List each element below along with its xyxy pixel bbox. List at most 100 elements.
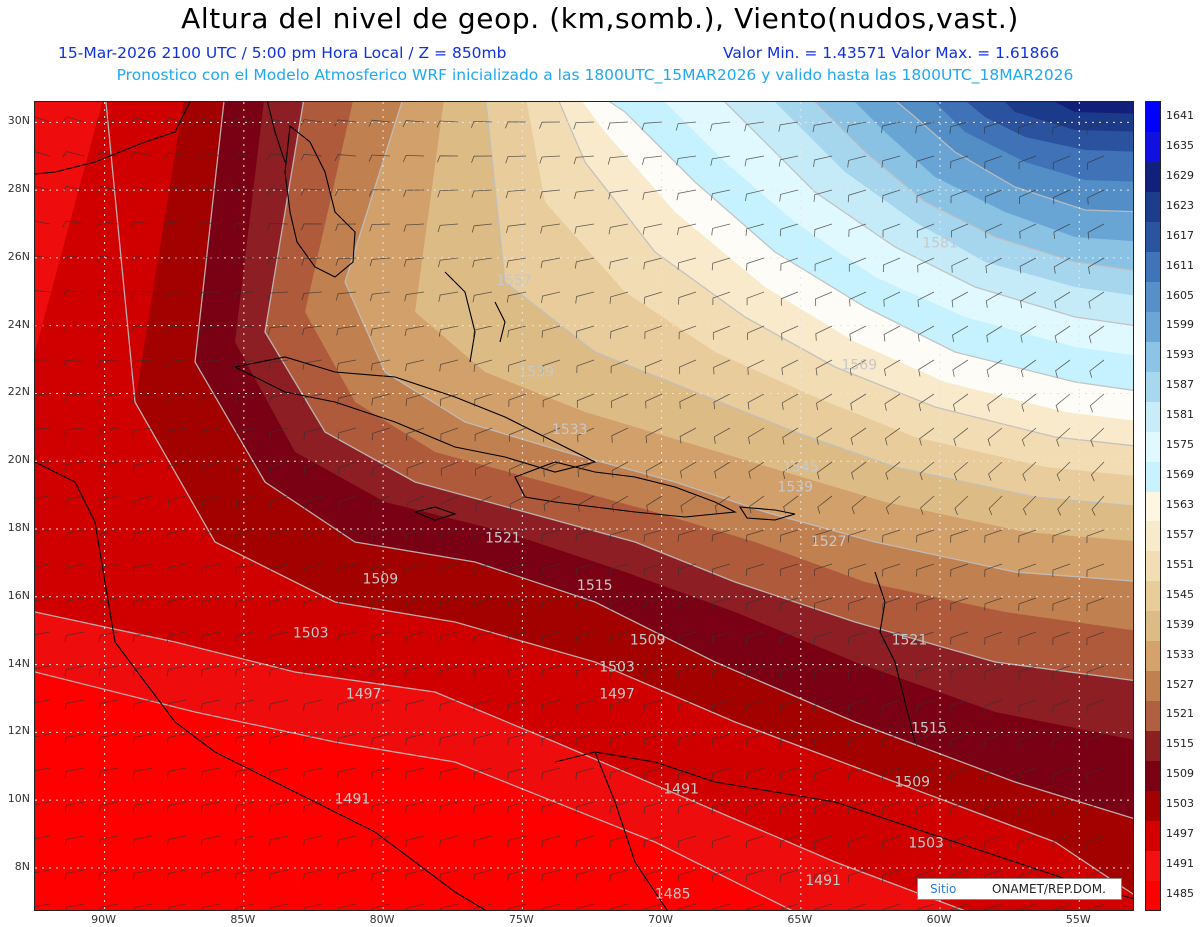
- wind-barb: [132, 529, 153, 541]
- wind-barb: [372, 461, 391, 476]
- wind-barb: [813, 631, 833, 645]
- wind-barb: [132, 869, 153, 881]
- wind-barb: [610, 903, 629, 910]
- wind-barb: [166, 767, 187, 779]
- contour-label: 1509: [362, 571, 398, 587]
- wind-barb: [507, 869, 527, 882]
- wind-barb: [883, 325, 901, 342]
- wind-barb: [1022, 495, 1037, 516]
- wind-barb: [165, 325, 187, 334]
- wind-barb: [745, 529, 765, 543]
- wind-barb: [369, 257, 391, 267]
- wind-barb: [609, 699, 629, 712]
- credit-box[interactable]: Sitio ONAMET/REP.DOM.: [917, 878, 1122, 900]
- color-legend-value: 1545: [1166, 587, 1194, 601]
- contour-label: 1503: [599, 659, 635, 675]
- wind-barb: [267, 257, 289, 265]
- wind-barb: [473, 767, 493, 780]
- wind-barb: [779, 835, 799, 849]
- wind-barb: [815, 325, 833, 341]
- wind-barb: [607, 121, 629, 130]
- wind-barb: [884, 427, 901, 446]
- wind-barb: [266, 188, 289, 196]
- wind-barb: [575, 665, 595, 678]
- wind-barb: [543, 427, 561, 443]
- color-legend-value: 1581: [1166, 408, 1194, 422]
- wind-barb: [1086, 631, 1105, 646]
- wind-barb: [540, 223, 561, 234]
- wind-barb: [64, 801, 85, 813]
- wind-barb: [779, 223, 799, 237]
- wind-barb: [98, 597, 119, 609]
- wind-barb: [542, 903, 561, 910]
- wind-barb: [745, 733, 765, 747]
- wind-barb: [984, 903, 1003, 910]
- wind-barb: [370, 291, 391, 302]
- wind-barb: [35, 324, 51, 327]
- wind-barb: [234, 631, 255, 643]
- wind-barb: [1057, 495, 1071, 516]
- wind-barb: [164, 152, 187, 159]
- wind-barb: [1021, 393, 1037, 412]
- lon-label: 60W: [926, 913, 952, 926]
- wind-barb: [132, 699, 153, 711]
- min-max-text: Valor Min. = 1.43571 Valor Max. = 1.6186…: [723, 44, 1060, 62]
- wind-barb: [882, 835, 901, 849]
- wind-barb: [337, 835, 357, 848]
- wind-barb: [439, 699, 459, 712]
- wind-barb: [575, 835, 595, 848]
- wind-barb: [848, 597, 867, 611]
- lon-label: 65W: [787, 913, 813, 926]
- wind-barb: [748, 427, 765, 445]
- wind-barb: [1086, 903, 1105, 910]
- wind-barb: [851, 461, 867, 480]
- wind-barb: [234, 393, 255, 404]
- wind-barb: [574, 223, 595, 234]
- wind-barb: [676, 155, 697, 166]
- wind-barb: [35, 869, 51, 874]
- lat-label: 28N: [7, 182, 30, 196]
- wind-barb: [677, 767, 697, 780]
- wind-barb: [950, 835, 969, 849]
- color-legend: [1145, 101, 1161, 911]
- wind-barb: [1086, 121, 1105, 136]
- wind-barb: [130, 221, 153, 229]
- forecast-map[interactable]: 1557 1569 1581 1539 1533 1545 1539 1527 1521 1521…: [34, 101, 1134, 911]
- wind-barb: [744, 155, 765, 167]
- wind-barb: [369, 223, 391, 232]
- wind-barb: [848, 665, 867, 679]
- wind-barb: [575, 291, 595, 304]
- wind-barb: [35, 495, 51, 499]
- color-legend-value: 1605: [1166, 288, 1194, 302]
- wind-barb: [920, 495, 935, 515]
- wind-barb: [474, 393, 493, 407]
- wind-barb: [371, 733, 391, 746]
- wind-barb: [882, 733, 901, 747]
- wind-barb: [916, 835, 935, 849]
- model-info-line: Pronostico con el Modelo Atmosferico WRF…: [116, 66, 1074, 84]
- wind-barb: [473, 631, 493, 644]
- wind-barb: [949, 121, 969, 134]
- wind-barb: [303, 597, 323, 609]
- wind-barb: [677, 665, 697, 678]
- wind-barb: [984, 767, 1003, 781]
- wind-barb: [917, 325, 935, 342]
- wind-barb: [678, 359, 697, 375]
- wind-barb: [405, 393, 425, 406]
- wind-barb: [813, 665, 833, 679]
- wind-barb: [437, 223, 459, 233]
- site-link[interactable]: Sitio: [930, 882, 957, 896]
- wind-barb: [200, 529, 221, 541]
- wind-barb: [303, 733, 323, 745]
- wind-barb: [541, 631, 561, 644]
- wind-barb: [541, 291, 561, 304]
- wind-barb: [507, 835, 527, 848]
- wind-barb: [543, 461, 561, 477]
- wind-barb: [984, 529, 1003, 543]
- wind-barb: [575, 767, 595, 780]
- wind-barb: [64, 665, 85, 677]
- wind-barb: [303, 427, 323, 440]
- wind-barb: [950, 155, 969, 169]
- color-legend-value: 1521: [1166, 707, 1194, 721]
- wind-barb: [985, 257, 1003, 274]
